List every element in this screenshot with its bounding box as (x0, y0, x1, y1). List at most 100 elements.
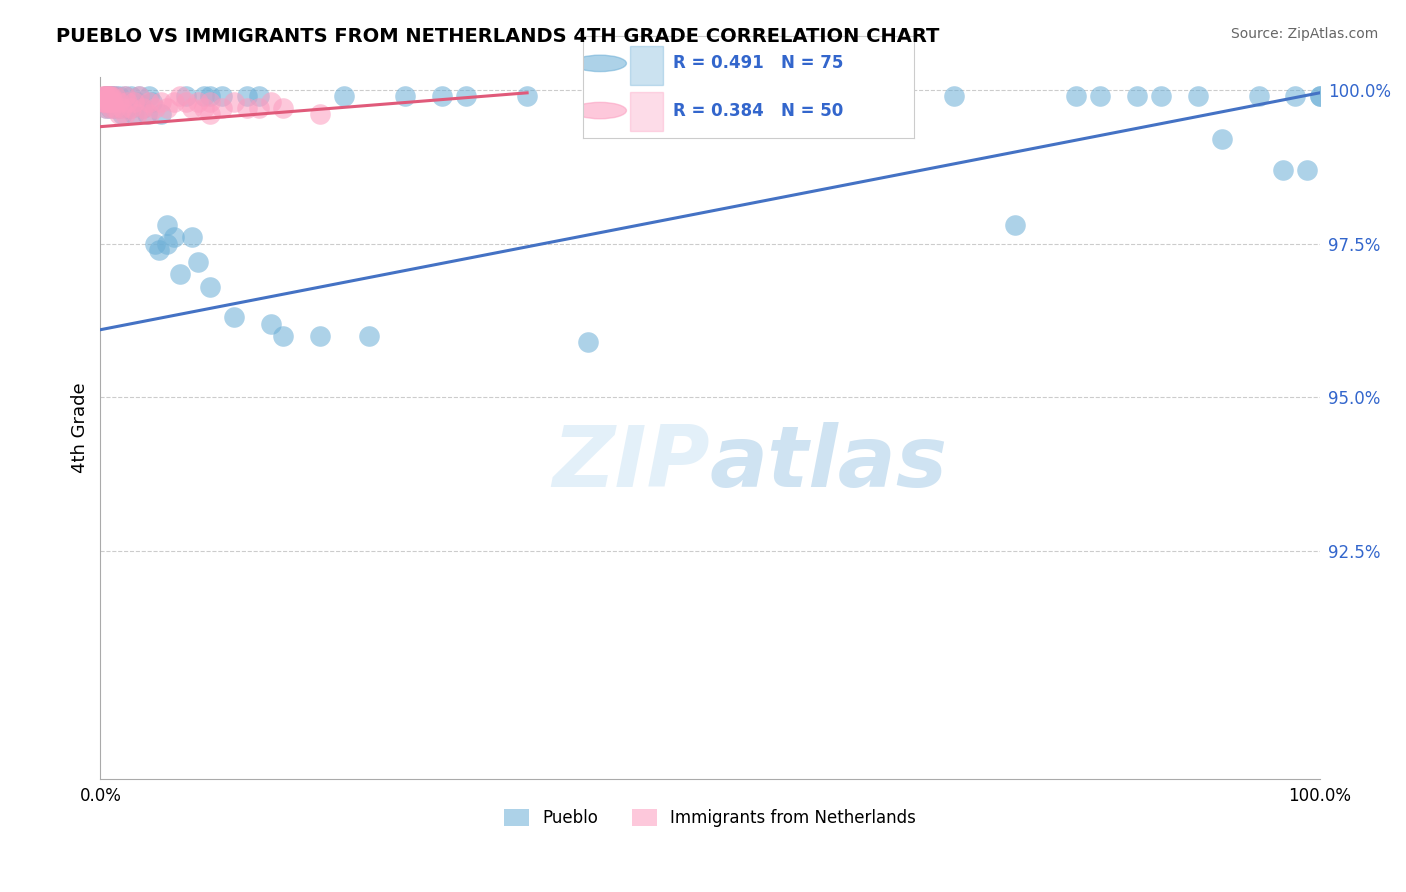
Point (120, 101, 142, 115)
Point (1088, 89, 1111, 103)
Point (96, 89, 118, 103)
Point (96, 89, 118, 103)
Point (156, 101, 179, 115)
FancyBboxPatch shape (630, 92, 662, 131)
Point (124, 107, 146, 121)
Point (1064, 89, 1087, 103)
Point (198, 107, 221, 121)
Point (576, 334, 599, 349)
Point (456, 89, 478, 103)
Text: R = 0.491   N = 75: R = 0.491 N = 75 (672, 54, 844, 72)
Point (114, 89, 136, 103)
Point (107, 89, 129, 103)
Point (101, 95, 124, 109)
Point (308, 107, 330, 121)
Point (141, 95, 163, 109)
Point (94, 95, 117, 109)
Text: atlas: atlas (710, 422, 948, 505)
Y-axis label: 4th Grade: 4th Grade (72, 383, 89, 474)
Point (114, 107, 136, 121)
Point (104, 89, 127, 103)
Point (247, 101, 270, 115)
Point (128, 89, 150, 103)
Point (143, 101, 166, 115)
Point (198, 279, 221, 293)
Point (224, 95, 246, 109)
Point (138, 107, 160, 121)
Point (516, 89, 538, 103)
Point (120, 101, 142, 115)
Point (150, 107, 173, 121)
Point (107, 95, 129, 109)
Point (156, 218, 179, 232)
Point (224, 310, 246, 325)
Point (108, 101, 131, 115)
Point (97, 95, 120, 109)
Point (111, 101, 134, 115)
Point (132, 101, 155, 115)
Point (97, 89, 120, 103)
Point (98, 101, 121, 115)
Point (821, 89, 844, 103)
Point (1004, 218, 1026, 232)
Point (193, 89, 215, 103)
Point (96, 95, 118, 109)
Point (101, 89, 124, 103)
Point (174, 89, 197, 103)
Point (91, 89, 114, 103)
Point (124, 95, 146, 109)
Point (357, 329, 380, 343)
Point (104, 101, 127, 115)
Point (169, 89, 191, 103)
Point (156, 236, 179, 251)
Point (271, 329, 294, 343)
Point (1309, 89, 1331, 103)
Point (260, 317, 283, 331)
Point (104, 89, 127, 103)
Text: PUEBLO VS IMMIGRANTS FROM NETHERLANDS 4TH GRADE CORRELATION CHART: PUEBLO VS IMMIGRANTS FROM NETHERLANDS 4T… (56, 27, 939, 45)
Point (100, 101, 122, 115)
Point (211, 89, 233, 103)
Point (111, 107, 134, 121)
Point (93, 89, 115, 103)
Point (308, 329, 330, 343)
Point (101, 95, 124, 109)
Point (180, 101, 202, 115)
Point (247, 89, 270, 103)
Point (882, 89, 904, 103)
Point (235, 101, 257, 115)
Point (430, 89, 453, 103)
Point (148, 243, 170, 257)
Point (150, 95, 173, 109)
Point (162, 95, 184, 109)
Point (759, 89, 782, 103)
Point (100, 89, 122, 103)
Circle shape (574, 55, 627, 71)
Point (187, 255, 209, 269)
Point (174, 95, 197, 109)
Point (942, 89, 965, 103)
Point (114, 95, 136, 109)
Point (120, 89, 142, 103)
Point (1150, 89, 1173, 103)
Point (97, 95, 120, 109)
Point (104, 101, 127, 115)
Point (93, 95, 115, 109)
FancyBboxPatch shape (630, 46, 662, 85)
Point (193, 101, 215, 115)
Point (98, 95, 121, 109)
Legend: Pueblo, Immigrants from Netherlands: Pueblo, Immigrants from Netherlands (498, 802, 922, 834)
Point (1211, 132, 1233, 146)
Point (115, 101, 138, 115)
Point (1126, 89, 1149, 103)
Point (94, 89, 117, 103)
Point (132, 101, 155, 115)
Point (699, 89, 721, 103)
Point (114, 89, 136, 103)
Point (211, 101, 233, 115)
Point (1309, 89, 1331, 103)
Point (98, 95, 121, 109)
Point (96, 89, 118, 103)
Text: Source: ZipAtlas.com: Source: ZipAtlas.com (1230, 27, 1378, 41)
Point (198, 95, 221, 109)
